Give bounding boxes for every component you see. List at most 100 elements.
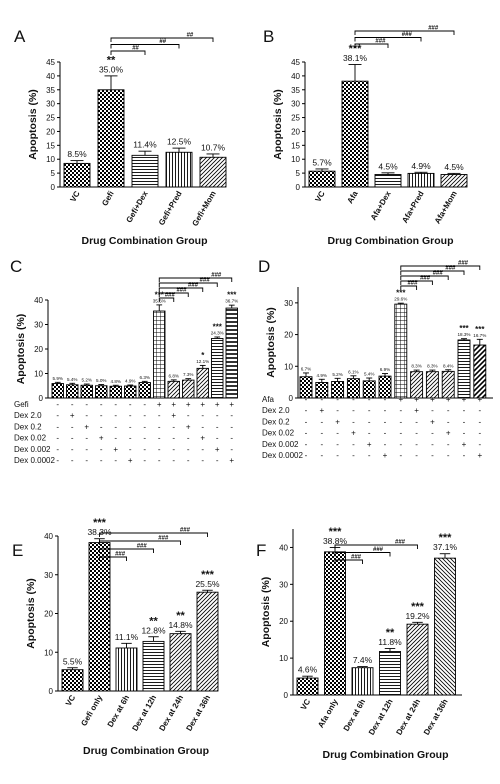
bar xyxy=(441,370,455,399)
table-mark: - xyxy=(56,422,59,431)
panel-b: B 0 5 10 15 20 25 30 35 40 45 Apoptosis (%) 5.7% 38.1… xyxy=(263,26,468,247)
comparison-label: ### xyxy=(375,39,386,45)
comparison-bracket xyxy=(334,544,418,549)
table-mark: - xyxy=(384,417,387,426)
y-tick-label: 15 xyxy=(46,141,55,150)
table-mark: - xyxy=(216,434,219,443)
table-mark: - xyxy=(85,456,88,465)
table-mark: - xyxy=(71,434,74,443)
table-mark: + xyxy=(99,434,104,443)
table-mark: - xyxy=(352,406,355,415)
table-mark: + xyxy=(446,395,451,404)
bar xyxy=(351,667,374,696)
data-label: 5.9% xyxy=(53,376,63,381)
data-label: 12.8% xyxy=(141,625,166,635)
category-label: Gefi xyxy=(100,190,116,208)
table-mark: - xyxy=(463,429,466,438)
comparison-label: ### xyxy=(373,547,384,553)
y-tick-label: 0 xyxy=(49,687,54,696)
panel-letter: D xyxy=(258,257,270,276)
y-tick-label: 10 xyxy=(34,370,43,379)
bar xyxy=(199,156,227,188)
table-mark: + xyxy=(414,406,419,415)
x-axis-title: Drug Combination Group xyxy=(328,235,454,247)
y-axis-title: Apoptosis (%) xyxy=(15,314,27,385)
table-mark: - xyxy=(100,445,103,454)
table-mark: - xyxy=(478,406,481,415)
table-mark: - xyxy=(216,422,219,431)
category-label: Afa only xyxy=(316,697,340,729)
table-mark: - xyxy=(114,434,117,443)
table-mark: - xyxy=(320,417,323,426)
significance-mark: ** xyxy=(107,54,116,66)
panel-letter: F xyxy=(256,541,266,560)
table-mark: + xyxy=(462,440,467,449)
table-mark: - xyxy=(336,406,339,415)
table-mark: - xyxy=(431,429,434,438)
table-mark: - xyxy=(352,451,355,460)
y-tick-label: 30 xyxy=(46,100,55,109)
table-mark: - xyxy=(172,434,175,443)
comparison-bracket xyxy=(400,280,433,285)
table-mark: - xyxy=(415,417,418,426)
table-mark: - xyxy=(447,440,450,449)
table-mark: - xyxy=(71,456,74,465)
y-tick-label: 0 xyxy=(289,394,294,403)
comparison-bracket xyxy=(400,270,465,275)
data-label: 8.3% xyxy=(427,364,437,369)
table-mark: - xyxy=(201,456,204,465)
table-mark: + xyxy=(414,395,419,404)
table-mark: + xyxy=(171,400,176,409)
table-mark: - xyxy=(368,451,371,460)
comparison-bracket xyxy=(400,275,449,280)
bar xyxy=(225,307,238,399)
y-tick-label: 0 xyxy=(51,183,56,192)
table-mark: + xyxy=(351,429,356,438)
table-mark: - xyxy=(230,445,233,454)
table-mark: - xyxy=(100,400,103,409)
y-tick-label: 30 xyxy=(44,571,53,580)
y-tick-label: 40 xyxy=(46,72,55,81)
data-label: 11.8% xyxy=(378,637,402,647)
data-label: 6.9% xyxy=(380,367,390,372)
bar xyxy=(211,338,224,399)
table-mark: - xyxy=(368,395,371,404)
bar xyxy=(131,154,159,188)
panel-a: A 0 5 10 15 20 25 30 35 40 45 Apoptosis (%) 8.5% 35.0… xyxy=(14,27,227,247)
table-mark: - xyxy=(158,445,161,454)
comparison-bracket xyxy=(99,532,208,537)
y-tick-label: 20 xyxy=(284,331,293,340)
y-tick-label: 0 xyxy=(284,691,289,700)
category-label: VC xyxy=(299,697,312,711)
comparison-label: ### xyxy=(445,266,456,272)
bar xyxy=(95,385,108,399)
bar xyxy=(80,384,93,399)
y-tick-label: 15 xyxy=(291,141,300,150)
bar xyxy=(109,385,122,399)
significance-mark: ** xyxy=(176,610,185,622)
data-label: 4.5% xyxy=(444,162,464,172)
table-mark: - xyxy=(384,395,387,404)
significance-mark: * xyxy=(201,351,205,360)
bar xyxy=(63,162,91,188)
table-mark: - xyxy=(336,429,339,438)
table-mark: - xyxy=(431,440,434,449)
category-label: Dex at 6h xyxy=(106,693,132,728)
comparison-bracket xyxy=(334,552,391,557)
data-label: 38.1% xyxy=(343,53,368,63)
table-mark: - xyxy=(158,411,161,420)
significance-mark: *** xyxy=(349,43,363,55)
table-mark: - xyxy=(415,440,418,449)
table-mark: - xyxy=(172,456,175,465)
data-label: 4.8% xyxy=(111,379,121,384)
comparison-bracket xyxy=(110,37,214,42)
table-mark: - xyxy=(129,411,132,420)
data-label: 8.3% xyxy=(411,364,421,369)
table-mark: - xyxy=(384,440,387,449)
category-label: Dex at 24h xyxy=(157,693,185,732)
data-label: 6.8% xyxy=(169,373,179,378)
table-mark: - xyxy=(216,411,219,420)
table-mark: - xyxy=(71,422,74,431)
bar xyxy=(324,551,346,696)
